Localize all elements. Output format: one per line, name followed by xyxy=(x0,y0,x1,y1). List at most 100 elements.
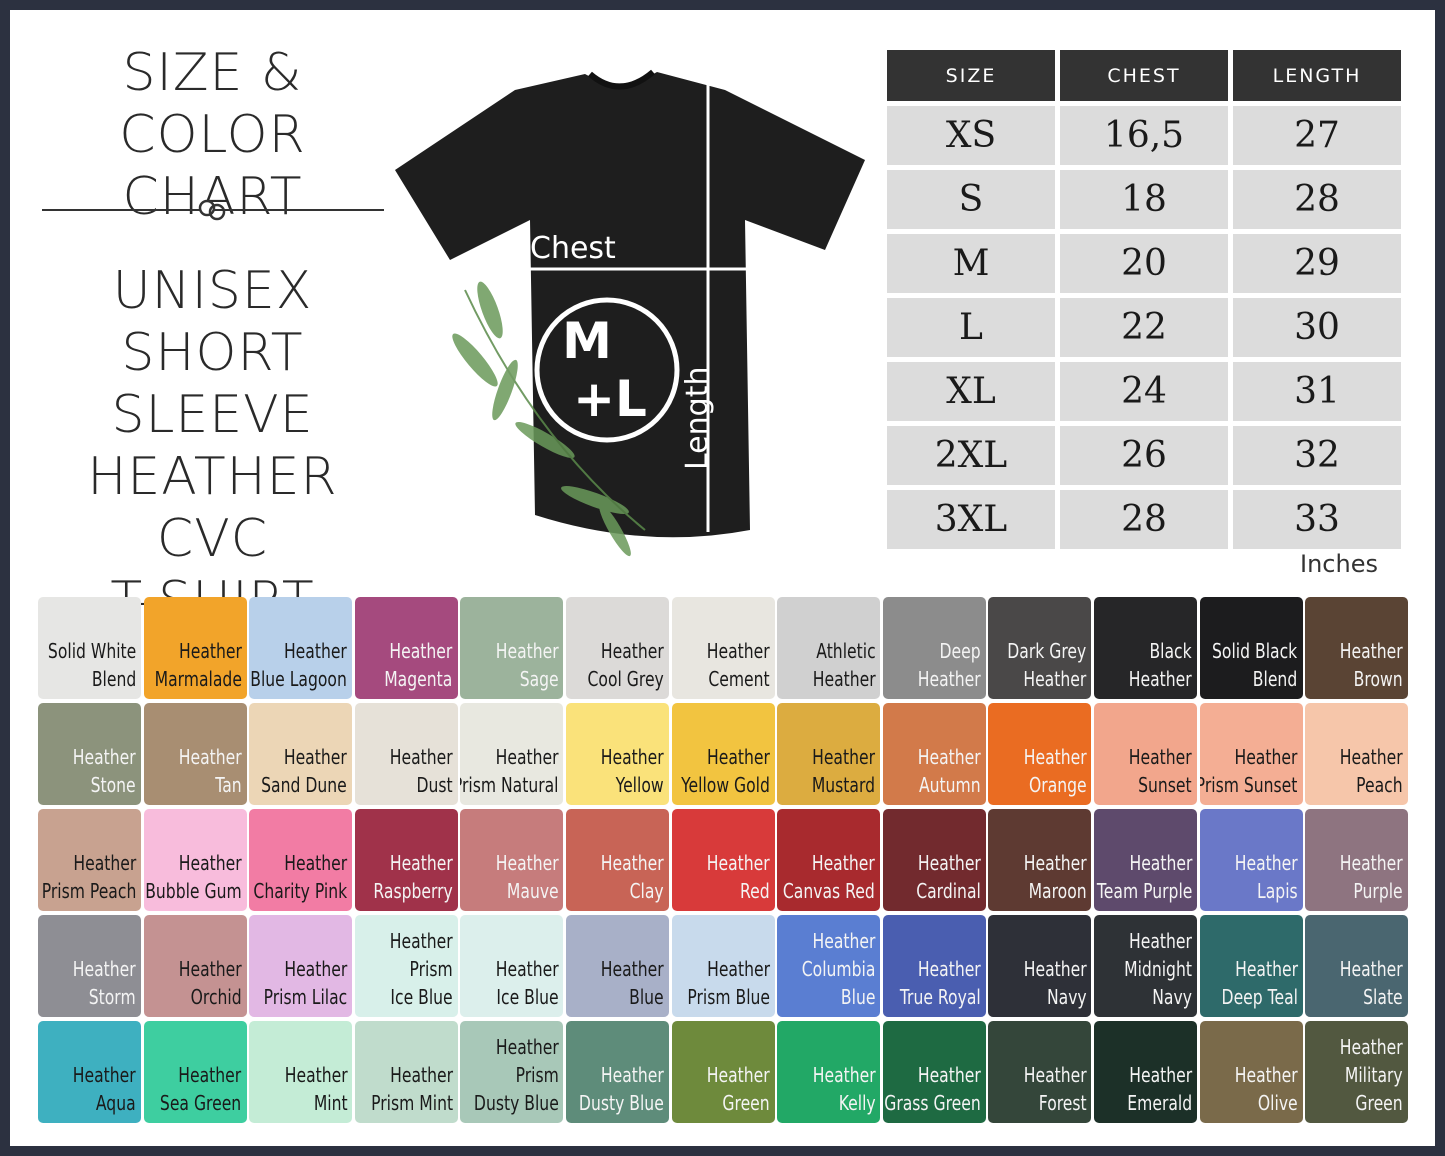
swatch-label-line: Raspberry xyxy=(373,879,453,903)
swatch-label: Heather Marmalade xyxy=(154,637,241,693)
color-swatch: Heather Prism Ice Blue xyxy=(354,915,458,1017)
color-swatch: Heather Autumn xyxy=(882,703,986,805)
swatch-label-line: Heather xyxy=(284,957,348,981)
swatch-label-line: Heather xyxy=(812,1063,876,1087)
swatch-label-line: Heather xyxy=(917,957,981,981)
swatch-label-line: Team Purple xyxy=(1096,879,1192,903)
swatch-label: Heather Sunset xyxy=(1129,743,1192,799)
swatch-label-line: Purple xyxy=(1353,879,1404,903)
table-header-row: SIZE CHEST LENGTH xyxy=(887,50,1402,101)
color-swatch: Heather Military Green xyxy=(1305,1021,1409,1123)
swatch-label: Heather Storm xyxy=(73,955,136,1011)
swatch-label: Heather Bubble Gum xyxy=(145,849,241,905)
swatch-label: Heather Prism Dusty Blue xyxy=(474,1033,559,1117)
color-swatch: Heather Cement xyxy=(671,597,775,699)
swatch-label-line: Heather xyxy=(1023,957,1087,981)
swatch-label: Heather Kelly xyxy=(812,1061,875,1117)
swatch-label-line: Marmalade xyxy=(154,667,242,691)
table-cell: 22 xyxy=(1060,298,1228,357)
swatch-label-line: Heather xyxy=(389,851,453,875)
swatch-label: Heather Raspberry xyxy=(373,849,452,905)
table-cell: 31 xyxy=(1233,362,1401,421)
table-cell: M xyxy=(887,234,1055,293)
table-header-cell: LENGTH xyxy=(1233,50,1401,101)
logo-text-bottom: +L xyxy=(573,370,647,428)
color-swatch: Heather Prism Lilac xyxy=(249,915,353,1017)
swatch-label: Black Heather xyxy=(1129,637,1192,693)
page-title: SIZE & COLOR CHART xyxy=(30,42,395,228)
swatch-label-line: Heather xyxy=(1129,1063,1192,1087)
swatch-label-line: Heather xyxy=(706,851,770,875)
color-swatch: Heather Aqua xyxy=(38,1021,141,1123)
table-cell: XS xyxy=(887,106,1055,165)
table-cell: XL xyxy=(887,362,1055,421)
color-swatch: Heather Slate xyxy=(1305,915,1409,1017)
swatch-label-line: Yellow xyxy=(615,773,664,797)
color-swatch: Heather Emerald xyxy=(1093,1021,1197,1123)
color-swatch: Heather Blue xyxy=(565,915,669,1017)
color-swatch: Heather Deep Teal xyxy=(1199,915,1303,1017)
table-row: L 22 30 xyxy=(887,298,1402,357)
swatch-label: Heather Emerald xyxy=(1127,1061,1192,1117)
swatch-label-line: Heather xyxy=(284,851,348,875)
swatch-label-line: Heather xyxy=(495,1035,559,1059)
swatch-label-line: Military xyxy=(1345,1063,1404,1087)
swatch-label-line: Dusty Blue xyxy=(473,1091,559,1115)
product-subtitle: UNISEX SHORT SLEEVE HEATHER CVC T-SHIRT xyxy=(30,260,395,632)
swatch-label-line: Prism Mint xyxy=(370,1091,453,1115)
swatch-label-line: Deep xyxy=(939,639,981,663)
table-cell: 2XL xyxy=(887,426,1055,485)
swatch-label-line: Blend xyxy=(1253,667,1298,691)
swatch-label-line: Grass Green xyxy=(884,1091,981,1115)
table-cell: L xyxy=(887,298,1055,357)
swatch-label-line: Heather xyxy=(917,745,981,769)
color-swatch: Heather Prism Mint xyxy=(354,1021,458,1123)
color-swatch: Heather Sea Green xyxy=(143,1021,247,1123)
swatch-label-line: Dust xyxy=(416,773,453,797)
color-swatch: Heather Magenta xyxy=(354,597,458,699)
length-label: Length xyxy=(680,367,715,470)
swatch-label-line: Black xyxy=(1149,639,1192,663)
table-header-cell: SIZE xyxy=(887,50,1055,101)
swatch-label-line: Heather xyxy=(706,957,770,981)
swatch-label: Heather Dusty Blue xyxy=(579,1061,664,1117)
color-swatch: Athletic Heather xyxy=(777,597,881,699)
swatch-label-line: Heather xyxy=(1340,745,1404,769)
swatch-label-line: Canvas Red xyxy=(783,879,876,903)
swatch-label: Heather Mustard xyxy=(812,743,875,799)
swatch-label: Heather Prism Sunset xyxy=(1200,743,1298,799)
color-swatch: Heather Prism Dusty Blue xyxy=(460,1021,564,1123)
swatch-label-line: Lapis xyxy=(1256,879,1298,903)
swatch-label-line: Olive xyxy=(1257,1091,1298,1115)
color-swatch: Heather Dusty Blue xyxy=(565,1021,669,1123)
swatch-label-line: Forest xyxy=(1038,1091,1087,1115)
table-row: M 20 29 xyxy=(887,234,1402,293)
swatch-label: Heather Brown xyxy=(1340,637,1403,693)
swatch-label-line: Ice Blue xyxy=(496,985,559,1009)
table-row: 3XL 28 33 xyxy=(887,490,1402,549)
swatch-label-line: Heather xyxy=(389,745,453,769)
swatch-label-line: Heather xyxy=(73,851,136,875)
color-swatch: Heather Purple xyxy=(1305,809,1409,911)
swatch-label-line: Heather xyxy=(495,745,559,769)
swatch-label-line: Sunset xyxy=(1138,773,1192,797)
swatch-label: Heather Lapis xyxy=(1235,849,1298,905)
subtitle-line: SHORT SLEEVE xyxy=(111,323,314,445)
swatch-label: Heather Dust xyxy=(390,743,453,799)
swatch-label-line: Clay xyxy=(629,879,664,903)
swatch-label-line: Solid Black xyxy=(1212,639,1298,663)
swatch-label-line: Heather xyxy=(1023,851,1087,875)
swatch-label-line: Heather xyxy=(1023,745,1087,769)
color-swatch: Heather Peach xyxy=(1305,703,1409,805)
color-swatch: Heather Lapis xyxy=(1199,809,1303,911)
swatch-label-line: Heather xyxy=(1340,1035,1404,1059)
swatch-label-line: Solid White xyxy=(47,639,136,663)
swatch-label: Heather Cardinal xyxy=(916,849,981,905)
swatch-label-line: Mauve xyxy=(506,879,559,903)
table-cell: 28 xyxy=(1060,490,1228,549)
swatch-label-line: Brown xyxy=(1354,667,1404,691)
color-swatch: Solid White Blend xyxy=(38,597,141,699)
color-swatch: Heather Yellow Gold xyxy=(671,703,775,805)
color-swatch: Heather Clay xyxy=(565,809,669,911)
color-swatch: Dark Grey Heather xyxy=(988,597,1092,699)
